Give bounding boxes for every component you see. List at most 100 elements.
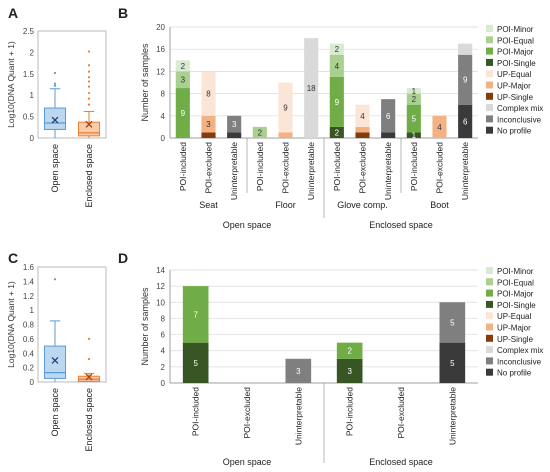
- outlier-point: [53, 82, 57, 85]
- stacked-bar-panel: 0 2 4 6 8 10 12 14 Number of samples 5 7 POI-includ…: [140, 266, 478, 467]
- box-plot-panel: 0 0.5 1 1.5 2 2.5 Log10(DNA Quant + 1) Open spa…: [6, 27, 107, 208]
- x-tick-label: POI-excluded: [242, 387, 252, 439]
- bar-segment-up-single: [201, 132, 216, 138]
- bar-segment-poi-equal: [406, 93, 421, 105]
- data-label: 4: [360, 112, 365, 121]
- x-tick-label: Open space: [50, 388, 60, 437]
- data-label: 6: [386, 112, 391, 121]
- x-tick-label: Uninterpretable: [460, 142, 470, 200]
- x-tick-label: Open space: [50, 144, 60, 193]
- bar-segment-inconclusive: [381, 99, 396, 133]
- group-label: Open space: [223, 457, 272, 467]
- x-tick-label: POI-included: [255, 142, 265, 191]
- bar-segment-up-major: [432, 115, 447, 138]
- bar-segment-up-major: [355, 126, 370, 133]
- bar-segment-poi-single: [406, 132, 421, 138]
- y-axis-label: Number of samples: [140, 43, 150, 122]
- subgroup-label: Seat: [199, 200, 218, 210]
- x-tick-label: Uninterpretable: [383, 142, 393, 200]
- bar-segment-poi-single: [336, 358, 363, 383]
- legend-label: Inconclusive: [497, 115, 542, 124]
- legend-label: POI-Major: [497, 290, 534, 299]
- bar-segment-poi-equal: [329, 54, 344, 77]
- bar-segment-up-equal: [278, 82, 293, 133]
- legend-swatch: [486, 334, 493, 342]
- legend-swatch: [486, 126, 493, 134]
- y-tick-label: 1.5: [23, 70, 35, 79]
- x-tick-label: POI-included: [332, 142, 342, 191]
- x-tick-label: POI-excluded: [396, 387, 406, 439]
- legend-swatch: [486, 289, 493, 297]
- x-tick-label: POI-included: [178, 142, 188, 191]
- outlier-point: [87, 64, 91, 67]
- y-axis-label: Log10(DNA Quant + 1): [6, 41, 16, 128]
- bar-segment-up-equal: [201, 71, 216, 116]
- data-label: 2: [412, 95, 417, 104]
- outlier-point: [87, 337, 91, 340]
- bar-segment-poi-minor: [175, 60, 190, 72]
- data-label: 6: [463, 117, 468, 126]
- bar-segment-poi-single: [182, 342, 209, 383]
- y-tick-label: 0.4: [23, 349, 35, 358]
- x-tick-label: Uninterpretable: [293, 387, 303, 445]
- legend-label: POI-Major: [497, 48, 534, 57]
- legend-swatch: [486, 25, 493, 32]
- bar-segment-poi-equal: [252, 126, 267, 138]
- legend-swatch: [486, 368, 493, 376]
- plot-frame: [37, 30, 107, 139]
- bar-segment-poi-major: [329, 76, 344, 127]
- legend-label: UP-Major: [497, 324, 531, 333]
- data-label: 9: [463, 76, 468, 85]
- legend-label: No profile: [497, 127, 532, 136]
- bar-segment-up-single: [355, 132, 370, 138]
- legend: POI-Minor POI-Equal POI-Major POI-Single UP-…: [486, 25, 543, 136]
- box-plot-panel: 0 0.2 0.4 0.6 0.8 1 1.2 1.4 1.6 Log10(DNA Quant +…: [6, 263, 107, 452]
- group-label: Enclosed space: [369, 457, 433, 467]
- x-tick-label: POI-excluded: [358, 142, 368, 194]
- x-tick-label: POI-excluded: [204, 142, 214, 194]
- bar-segment-up-major: [201, 115, 216, 133]
- data-label: 7: [193, 310, 198, 319]
- y-tick-label: 8: [161, 314, 166, 323]
- y-tick-label: 1.6: [23, 263, 35, 272]
- x-tick-label: POI-included: [409, 142, 419, 191]
- panel-label: B: [118, 5, 128, 21]
- legend-swatch: [486, 58, 493, 66]
- legend-label: POI-Minor: [497, 267, 534, 276]
- legend-swatch: [486, 278, 493, 286]
- outlier-point: [87, 50, 91, 53]
- bar-segment-complex-mix: [458, 43, 473, 55]
- legend-label: UP-Major: [497, 82, 531, 91]
- y-tick-label: 0.8: [23, 321, 35, 330]
- bar-segment-inconclusive: [227, 115, 242, 133]
- legend-swatch: [486, 36, 493, 44]
- data-label: 9: [335, 98, 340, 107]
- y-tick-label: 0: [30, 378, 35, 387]
- bar-segment-poi-equal: [175, 71, 190, 89]
- legend-label: No profile: [497, 369, 532, 378]
- data-label: 1: [412, 131, 417, 140]
- data-label: 9: [283, 103, 288, 112]
- y-tick-label: 16: [156, 45, 165, 54]
- y-axis-label: Log10(DNA Quant + 1): [6, 281, 16, 368]
- data-label: 2: [181, 62, 186, 71]
- y-axis-label: Number of samples: [140, 287, 150, 366]
- data-label: 5: [412, 115, 417, 124]
- mean-marker: [51, 356, 59, 364]
- bar-segment-poi-major: [336, 342, 363, 359]
- outlier-point: [87, 91, 91, 95]
- legend-swatch: [486, 267, 493, 274]
- bar-segment-inconclusive: [439, 302, 466, 343]
- data-label: 2: [335, 45, 340, 54]
- data-label: 2: [258, 128, 263, 137]
- y-tick-label: 4: [161, 347, 166, 356]
- x-tick-label: Uninterpretable: [229, 142, 239, 200]
- bar-segment-poi-major: [406, 104, 421, 133]
- x-tick-label: POI-included: [191, 387, 201, 436]
- legend-label: POI-Single: [497, 59, 536, 68]
- data-label: 8: [206, 90, 211, 99]
- y-tick-label: 2: [161, 363, 166, 372]
- mean-marker: [85, 120, 93, 128]
- data-label: 3: [232, 120, 237, 129]
